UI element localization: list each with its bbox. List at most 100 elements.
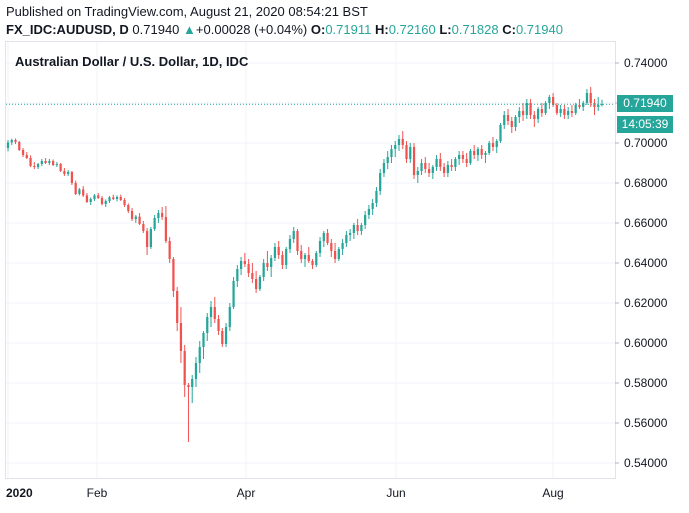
candle-body [202, 333, 205, 347]
candle-body [70, 172, 74, 183]
candle-body [194, 363, 198, 379]
candle-body [115, 197, 119, 199]
candle-body [254, 279, 258, 289]
candle-body [322, 233, 325, 241]
candle-body [198, 347, 201, 363]
candle-body [390, 149, 393, 157]
candle-body [311, 261, 314, 265]
candle-body [548, 97, 551, 103]
candle-body [270, 258, 273, 267]
candle-body [172, 259, 175, 291]
candle-body [465, 159, 468, 163]
candle-body [40, 161, 43, 164]
x-tick-label: 2020 [6, 486, 33, 500]
candle-body [533, 115, 536, 119]
candle-body [491, 143, 495, 147]
candle-body [367, 209, 371, 215]
candle-body [333, 251, 337, 259]
candle-body [25, 155, 28, 158]
candle-body [551, 97, 555, 105]
candle-body [82, 189, 85, 196]
candle-body [232, 281, 235, 307]
candle-body [559, 109, 562, 113]
chart-header: Published on TradingView.com, August 21,… [0, 0, 689, 40]
high-value: 0.72160 [388, 22, 436, 37]
candle-body [123, 200, 126, 205]
y-tick-label: 0.56000 [624, 416, 668, 430]
symbol-label: FX_IDC:AUDUSD, D [6, 22, 129, 37]
candle-body [348, 233, 352, 235]
x-tick-label: Feb [87, 486, 108, 500]
candle-body [360, 225, 363, 231]
candle-body [585, 93, 589, 103]
candle-body [582, 103, 585, 107]
candle-body [503, 115, 506, 125]
candle-body [420, 163, 423, 171]
candle-body [567, 111, 570, 115]
candle-body [476, 149, 480, 155]
y-tick-label: 0.54000 [624, 456, 668, 470]
candle-body [6, 142, 10, 148]
candle-body [450, 165, 453, 167]
candle-body [364, 215, 367, 225]
candle-body [540, 109, 543, 113]
candle-body [593, 103, 596, 107]
y-tick-label: 0.64000 [624, 256, 668, 270]
candle-body [356, 225, 359, 231]
last-price: 0.71940 [132, 22, 180, 37]
candle-body [217, 319, 220, 331]
close-value: 0.71940 [515, 22, 563, 37]
candle-body [168, 241, 171, 259]
candle-body [469, 151, 472, 163]
candle-body [563, 109, 566, 115]
x-tick-label: Jun [386, 486, 405, 500]
candle-body [179, 323, 183, 351]
candle-body [510, 121, 513, 127]
candle-body [397, 139, 401, 145]
candle-body [578, 105, 581, 107]
y-tick-label: 0.58000 [624, 376, 668, 390]
candle-body [480, 149, 483, 155]
candle-body [153, 218, 156, 229]
candle-body [78, 189, 81, 194]
candle-body [405, 145, 408, 159]
candle-body [461, 155, 465, 159]
candle-body [536, 109, 540, 119]
candle-body [281, 255, 284, 265]
candle-body [307, 255, 310, 261]
candle-body [352, 225, 356, 233]
countdown-badge: 14:05:39 [617, 116, 673, 133]
candle-body [74, 183, 77, 194]
candle-body [119, 197, 122, 200]
plot-area[interactable] [5, 41, 616, 479]
candle-body [525, 103, 528, 115]
candle-body [337, 249, 340, 259]
candle-body [21, 150, 25, 155]
candle-body [55, 164, 59, 165]
candle-body [285, 249, 288, 265]
candle-body [345, 235, 348, 243]
candle-body [382, 163, 386, 173]
candle-body [544, 103, 547, 113]
y-tick-label: 0.70000 [624, 136, 668, 150]
candle-body [300, 251, 303, 259]
candle-body [412, 147, 416, 175]
candle-body [488, 143, 491, 153]
candle-body [446, 165, 449, 173]
candle-body [514, 117, 517, 127]
y-tick-label: 0.62000 [624, 296, 668, 310]
candle-body [18, 142, 21, 150]
candle-body [236, 269, 239, 281]
candle-body [597, 104, 600, 107]
candle-body [296, 231, 299, 251]
candle-body [224, 327, 228, 344]
candle-body [187, 385, 190, 387]
candle-body [164, 217, 168, 241]
candle-body [521, 111, 525, 115]
candle-body [127, 205, 130, 211]
candle-body [206, 317, 209, 333]
candle-body [409, 147, 412, 159]
candle-body [14, 140, 17, 142]
candle-body [439, 159, 442, 167]
